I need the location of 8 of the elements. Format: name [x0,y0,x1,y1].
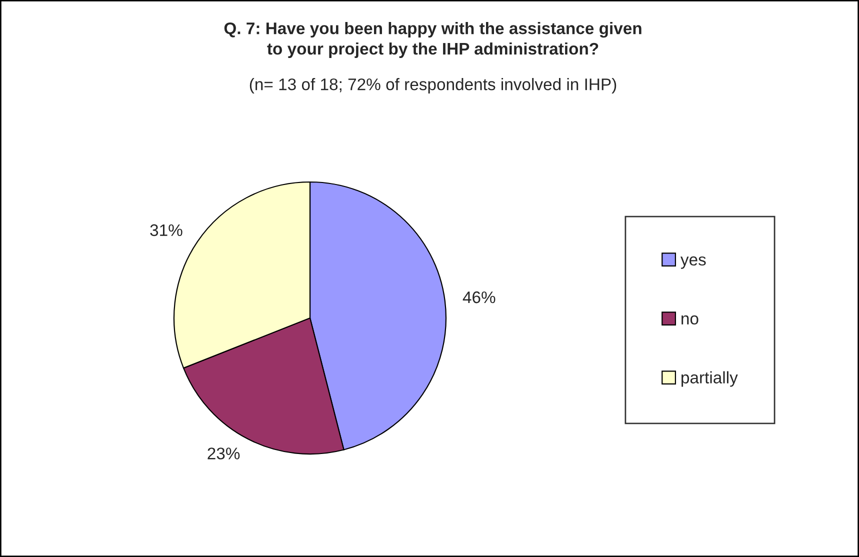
data-label: 31% [150,224,182,236]
data-label: 46% [462,291,496,304]
legend-label: no [682,315,698,325]
data-label: 23% [208,448,240,460]
chart-title: Q. 7: Have you been happy with the assistance given to your project by the IHP administration? [224,22,642,58]
legend-label: yes [680,256,706,269]
legend-label: partially [682,371,738,387]
chart-subtitle: (n= 13 of 18; 72% of respondents involved in IHP) [250,78,616,94]
